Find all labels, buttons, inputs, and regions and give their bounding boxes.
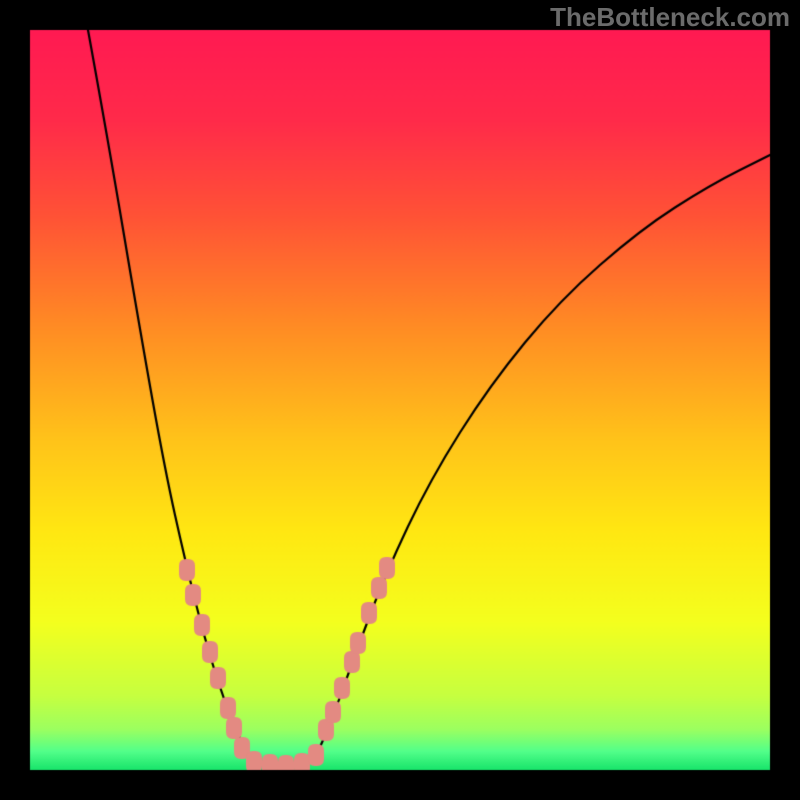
bottleneck-chart-canvas: [0, 0, 800, 800]
chart-container: TheBottleneck.com: [0, 0, 800, 800]
